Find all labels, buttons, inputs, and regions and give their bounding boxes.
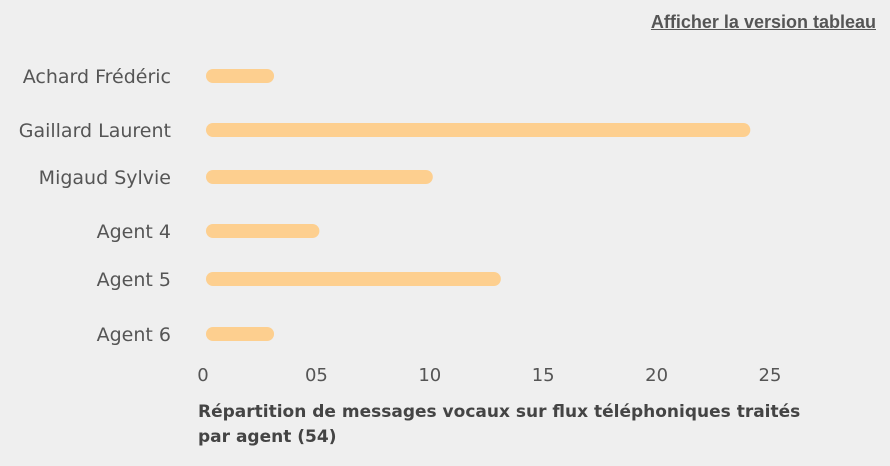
x-tick-label: 25 xyxy=(759,365,782,386)
x-tick-label: 05 xyxy=(305,365,328,386)
x-tick-label: 20 xyxy=(645,365,668,386)
bar[interactable] xyxy=(206,272,501,286)
bar[interactable] xyxy=(206,123,751,137)
category-labels: Achard Frédéric Gaillard Laurent Migaud Sy… xyxy=(19,66,171,346)
category-label: Agent 5 xyxy=(97,269,171,291)
bar-chart: Achard Frédéric Gaillard Laurent Migaud Sy… xyxy=(19,66,782,386)
bar[interactable] xyxy=(206,69,275,83)
category-label: Gaillard Laurent xyxy=(19,120,171,142)
category-label: Agent 4 xyxy=(97,221,171,243)
bar[interactable] xyxy=(206,327,275,341)
x-tick-label: 15 xyxy=(532,365,555,386)
bars xyxy=(206,69,751,341)
bar[interactable] xyxy=(206,224,320,238)
category-label: Achard Frédéric xyxy=(23,66,171,88)
category-label: Agent 6 xyxy=(97,324,171,346)
x-tick-label: 0 xyxy=(197,365,208,386)
category-label: Migaud Sylvie xyxy=(39,167,171,189)
chart-title: Répartition de messages vocaux sur flux … xyxy=(198,402,801,447)
x-tick-label: 10 xyxy=(418,365,441,386)
show-table-version-link[interactable]: Afficher la version tableau xyxy=(650,12,876,32)
x-axis-ticks: 0 05 10 15 20 25 xyxy=(197,365,781,386)
bar[interactable] xyxy=(206,170,433,184)
